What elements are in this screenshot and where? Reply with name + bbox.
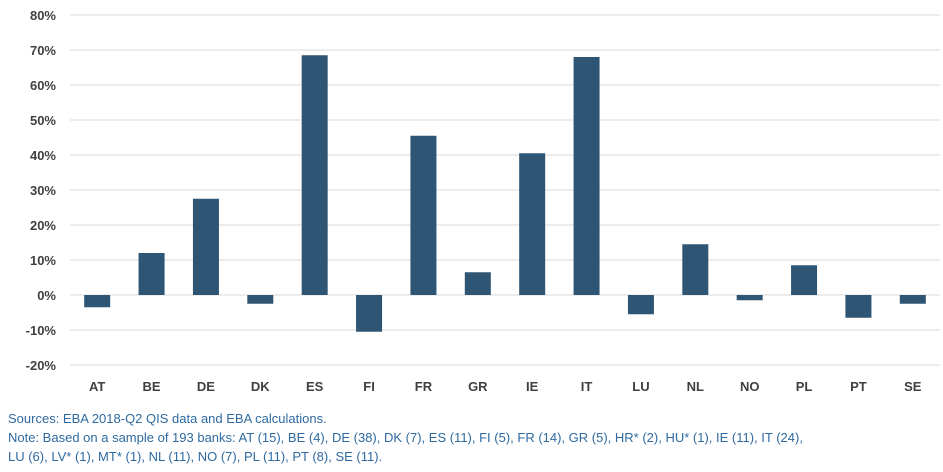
bar-at <box>84 295 111 308</box>
bar-es <box>301 55 328 295</box>
x-tick-label: NO <box>740 379 760 394</box>
y-axis-ticks: 80% 70% 60% 50% 40% 30% 20% 10% 0% -10% -20% <box>26 8 57 373</box>
x-tick-label: FR <box>415 379 433 394</box>
x-axis-ticks: AT BE DE DK ES FI FR GR IE IT LU NL NO PL PT SE <box>89 379 922 394</box>
x-tick-label: GR <box>468 379 488 394</box>
bar-dk <box>247 295 274 304</box>
bar-fi <box>356 295 383 332</box>
chart-notes: Sources: EBA 2018-Q2 QIS data and EBA ca… <box>8 409 938 466</box>
y-tick-label: 40% <box>30 148 56 163</box>
y-tick-label: 30% <box>30 183 56 198</box>
x-tick-label: IE <box>526 379 539 394</box>
x-tick-label: IT <box>581 379 593 394</box>
sources-text: Sources: EBA 2018-Q2 QIS data and EBA ca… <box>8 411 327 426</box>
bar-pt <box>845 295 872 318</box>
y-tick-label: -20% <box>26 358 57 373</box>
y-tick-label: 60% <box>30 78 56 93</box>
bar-fr <box>410 135 437 295</box>
bar-de <box>192 198 219 295</box>
y-tick-label: 80% <box>30 8 56 23</box>
note-line-1: Note: Based on a sample of 193 banks: AT… <box>8 430 803 445</box>
y-tick-label: 0% <box>37 288 56 303</box>
bars <box>84 55 926 332</box>
gridlines <box>70 14 940 366</box>
x-tick-label: DK <box>251 379 270 394</box>
x-tick-label: SE <box>904 379 922 394</box>
x-tick-label: FI <box>363 379 375 394</box>
x-tick-label: NL <box>687 379 704 394</box>
y-tick-label: 10% <box>30 253 56 268</box>
bar-pl <box>791 265 818 295</box>
bar-nl <box>682 244 709 295</box>
y-tick-label: -10% <box>26 323 57 338</box>
bar-se <box>899 295 926 304</box>
bar-chart: 80% 70% 60% 50% 40% 30% 20% 10% 0% -10% -20% AT BE D… <box>26 8 940 394</box>
bar-lu <box>627 295 654 315</box>
x-tick-label: PT <box>850 379 867 394</box>
y-tick-label: 70% <box>30 43 56 58</box>
bar-ie <box>519 153 546 295</box>
x-tick-label: LU <box>632 379 649 394</box>
x-tick-label: PL <box>796 379 813 394</box>
x-tick-label: ES <box>306 379 324 394</box>
chart-area: 80% 70% 60% 50% 40% 30% 20% 10% 0% -10% -20% AT BE D… <box>26 8 940 394</box>
x-tick-label: AT <box>89 379 105 394</box>
note-line-2: LU (6), LV* (1), MT* (1), NL (11), NO (7… <box>8 449 383 464</box>
bar-it <box>573 57 600 295</box>
bar-be <box>138 253 165 295</box>
bar-gr <box>464 272 491 295</box>
y-tick-label: 50% <box>30 113 56 128</box>
x-tick-label: BE <box>143 379 161 394</box>
bar-no <box>736 295 763 301</box>
x-tick-label: DE <box>197 379 215 394</box>
y-tick-label: 20% <box>30 218 56 233</box>
